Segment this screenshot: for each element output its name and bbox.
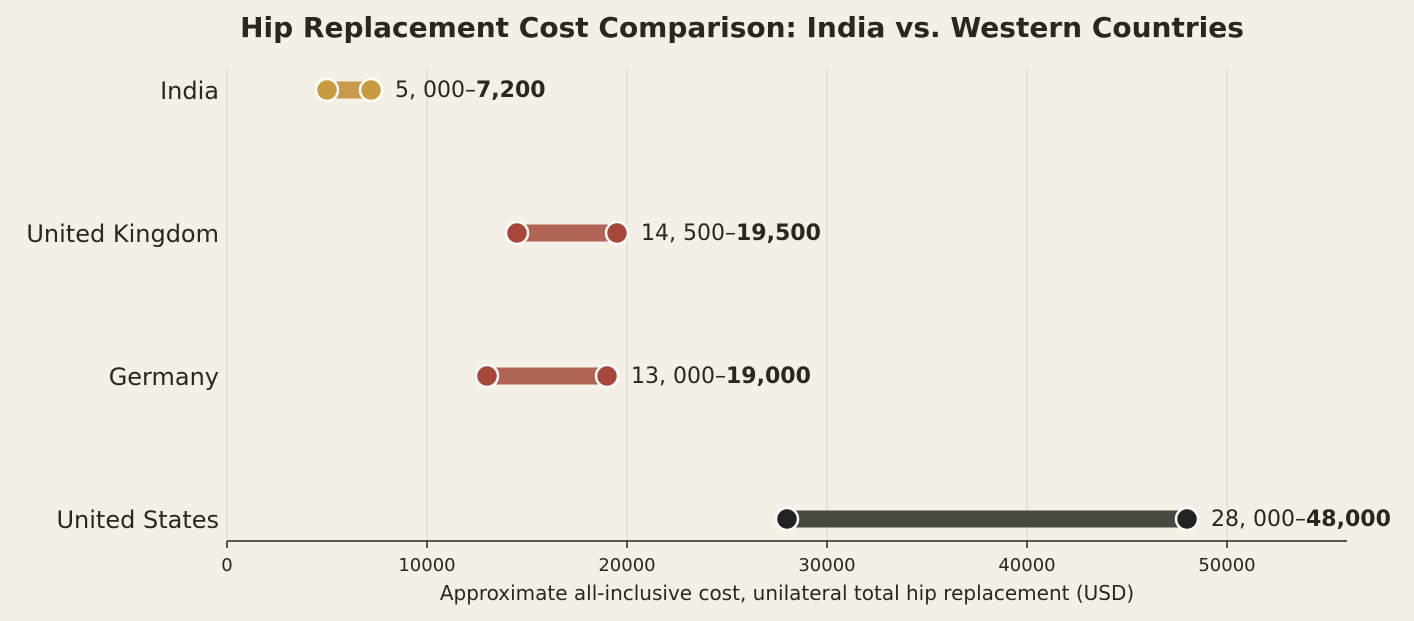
category-label: India — [160, 77, 219, 105]
x-tick-label: 0 — [221, 555, 232, 576]
x-tick-label: 50000 — [1198, 555, 1255, 576]
category-label: United Kingdom — [26, 220, 219, 248]
range-low-dot — [504, 220, 530, 246]
range-value-label: 28, 000–48,000 — [1211, 507, 1391, 532]
x-axis-label: Approximate all-inclusive cost, unilater… — [440, 581, 1134, 605]
range-high-dot — [1174, 506, 1200, 532]
grid-lines — [226, 68, 1228, 541]
range-high-label: 7,200 — [476, 78, 546, 103]
range-value-label: 5, 000–7,200 — [395, 78, 546, 103]
range-low-dot — [774, 506, 800, 532]
range-high-label: 19,500 — [736, 221, 821, 246]
x-tick-label: 30000 — [798, 555, 855, 576]
range-high-label: 19,000 — [726, 364, 811, 389]
x-axis: 0 10000 20000 30000 40000 50000 — [221, 540, 1347, 576]
range-low-dot — [314, 77, 340, 103]
x-tick-label: 40000 — [998, 555, 1055, 576]
category-label: United States — [56, 506, 219, 534]
range-high-dot — [604, 220, 630, 246]
range-value-label: 14, 500–19,500 — [641, 221, 821, 246]
x-tick-label: 10000 — [398, 555, 455, 576]
range-high-dot — [358, 77, 384, 103]
range-high-label: 48,000 — [1306, 507, 1391, 532]
range-high-dot — [594, 363, 620, 389]
range-marks: 5, 000–7,200 14, 500–19,500 13, 000–19,000… — [314, 77, 1391, 532]
range-low-label: 5, 000– — [395, 78, 476, 103]
chart-title: Hip Replacement Cost Comparison: India v… — [240, 11, 1244, 44]
x-tick-label: 20000 — [598, 555, 655, 576]
range-low-label: 13, 000– — [631, 364, 726, 389]
range-low-dot — [474, 363, 500, 389]
range-value-label: 13, 000–19,000 — [631, 364, 811, 389]
category-labels: India United Kingdom Germany United States — [26, 77, 219, 534]
range-low-label: 14, 500– — [641, 221, 736, 246]
range-low-label: 28, 000– — [1211, 507, 1306, 532]
category-label: Germany — [109, 363, 219, 391]
